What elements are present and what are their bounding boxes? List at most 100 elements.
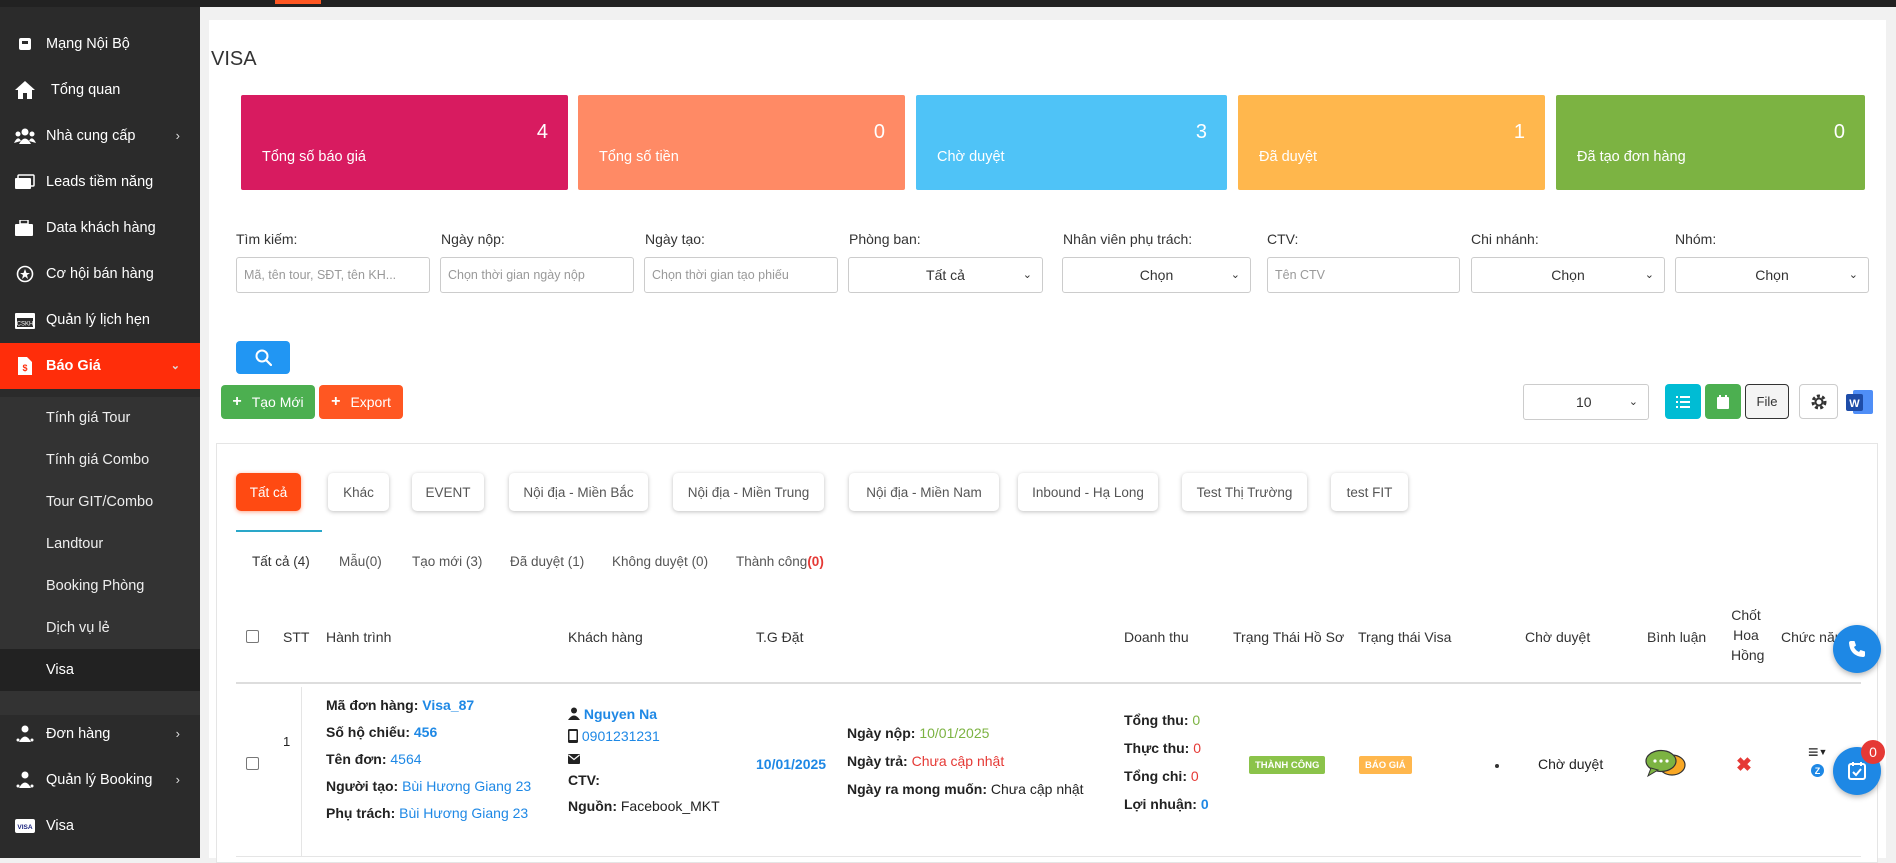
comment-button[interactable] bbox=[1645, 749, 1687, 784]
category-test-fit[interactable]: test FIT bbox=[1331, 473, 1408, 511]
search-button[interactable] bbox=[236, 341, 290, 374]
sidebar-sub-tour-git-combo[interactable]: Tour GIT/Combo bbox=[46, 494, 154, 510]
visa-status-badge: BÁO GIÁ bbox=[1359, 756, 1412, 774]
row-menu-button[interactable]: ≡▼ bbox=[1808, 742, 1827, 763]
profit-label: Lợi nhuận: bbox=[1124, 796, 1197, 812]
category-all[interactable]: Tất cả bbox=[236, 473, 301, 511]
tab-success[interactable]: Thành công(0) bbox=[736, 554, 824, 569]
calendar-icon bbox=[1717, 394, 1729, 409]
category-domestic-central[interactable]: Nội địa - Miền Trung bbox=[673, 473, 824, 511]
page-title: VISA bbox=[211, 48, 257, 70]
category-inbound-halong[interactable]: Inbound - Hạ Long bbox=[1018, 473, 1158, 511]
sidebar-sub-booking-room[interactable]: Booking Phòng bbox=[46, 578, 145, 594]
actual-income: Thực thu: 0 bbox=[1124, 740, 1201, 756]
branch-select[interactable]: Chọn ⌄ bbox=[1471, 257, 1665, 293]
file-button[interactable]: File bbox=[1745, 384, 1789, 419]
tab-rejected[interactable]: Không duyệt (0) bbox=[612, 554, 709, 569]
sidebar-sub-visa[interactable]: Visa bbox=[0, 649, 200, 691]
submit-date-input[interactable]: Chọn thời gian ngày nộp bbox=[440, 257, 634, 293]
sidebar-sub-tour-price[interactable]: Tính giá Tour bbox=[46, 410, 131, 426]
call-fab[interactable] bbox=[1833, 625, 1881, 673]
stat-card-approved[interactable]: 1 Đã duyệt bbox=[1238, 95, 1545, 190]
sidebar-item-booking[interactable]: Quản lý Booking › bbox=[0, 757, 200, 803]
category-domestic-south[interactable]: Nội địa - Miền Nam bbox=[849, 473, 999, 511]
stat-label: Đã duyệt bbox=[1259, 149, 1318, 165]
active-tab-indicator bbox=[236, 530, 322, 532]
menu-icon: ≡ bbox=[1808, 742, 1819, 762]
stat-card-total-quotes[interactable]: 4 Tổng số báo giá bbox=[241, 95, 568, 190]
calendar-view-button[interactable] bbox=[1705, 384, 1741, 419]
plus-icon: + bbox=[232, 393, 242, 410]
export-button[interactable]: + Export bbox=[319, 385, 403, 419]
settings-button[interactable] bbox=[1799, 384, 1838, 419]
sidebar-item-opportunity[interactable]: Cơ hội bán hàng bbox=[0, 251, 200, 297]
stat-card-total-amount[interactable]: 0 Tổng số tiền bbox=[578, 95, 905, 190]
order-code-value[interactable]: Visa_87 bbox=[422, 697, 475, 713]
chevron-right-icon: › bbox=[175, 128, 180, 143]
category-other[interactable]: Khác bbox=[328, 473, 389, 511]
sidebar-item-intranet[interactable]: Mạng Nội Bộ bbox=[0, 21, 200, 67]
creator-label: Người tạo: bbox=[326, 778, 399, 794]
tab-template[interactable]: Mẫu(0) bbox=[339, 554, 382, 569]
tab-success-label: Thành công bbox=[736, 554, 808, 569]
select-all-checkbox[interactable] bbox=[246, 630, 259, 643]
row-stt: 1 bbox=[283, 734, 291, 749]
expected-date-value: Chưa cập nhật bbox=[990, 781, 1084, 797]
create-button-label: Tạo Mới bbox=[251, 394, 304, 410]
list-view-button[interactable] bbox=[1665, 384, 1701, 419]
category-event[interactable]: EVENT bbox=[412, 473, 484, 511]
row-checkbox[interactable] bbox=[246, 757, 259, 770]
tab-all[interactable]: Tất cả (4) bbox=[252, 554, 310, 569]
sidebar-item-visa[interactable]: VISA Visa bbox=[0, 803, 200, 849]
tab-approved[interactable]: Đã duyệt (1) bbox=[510, 554, 585, 569]
sidebar-item-label: Tổng quan bbox=[51, 82, 121, 98]
group-select[interactable]: Chọn ⌄ bbox=[1675, 257, 1869, 293]
header-customer: Khách hàng bbox=[568, 629, 643, 645]
tasks-fab[interactable] bbox=[1833, 747, 1881, 795]
word-export-button[interactable]: W bbox=[1844, 384, 1876, 419]
sidebar-sub-landtour[interactable]: Landtour bbox=[46, 536, 104, 552]
sidebar-item-suppliers[interactable]: Nhà cung cấp › bbox=[0, 113, 200, 159]
page-size-select[interactable]: 10 ⌄ bbox=[1523, 384, 1649, 420]
sidebar-item-appointments[interactable]: CSKH Quản lý lịch hẹn bbox=[0, 297, 200, 343]
search-input[interactable]: Mã, tên tour, SĐT, tên KH... bbox=[236, 257, 430, 293]
word-icon: W bbox=[1846, 389, 1873, 414]
list-icon bbox=[1676, 395, 1690, 408]
stat-card-pending[interactable]: 3 Chờ duyệt bbox=[916, 95, 1227, 190]
ctv-input[interactable]: Tên CTV bbox=[1267, 257, 1460, 293]
top-bar bbox=[0, 0, 1896, 7]
plus-icon: + bbox=[331, 393, 341, 410]
header-comment: Bình luận bbox=[1647, 629, 1707, 645]
tab-new[interactable]: Tạo mới (3) bbox=[412, 554, 483, 569]
sidebar-item-overview[interactable]: Tổng quan bbox=[0, 67, 200, 113]
customer-name[interactable]: Nguyen Na bbox=[568, 706, 657, 722]
total-expense-value: 0 bbox=[1190, 768, 1199, 784]
sidebar-sub-single-services[interactable]: Dịch vụ lẻ bbox=[46, 620, 110, 636]
category-market-test[interactable]: Test Thị Trường bbox=[1182, 473, 1307, 511]
category-domestic-north[interactable]: Nội địa - Miền Bắc bbox=[509, 473, 648, 511]
stat-label: Chờ duyệt bbox=[937, 149, 1005, 165]
sidebar-sub-combo-price[interactable]: Tính giá Combo bbox=[46, 452, 150, 468]
sidebar-item-orders[interactable]: Đơn hàng › bbox=[0, 711, 200, 757]
staff-select[interactable]: Chọn ⌄ bbox=[1062, 257, 1251, 293]
sidebar-item-quote[interactable]: $ Báo Giá ⌄ bbox=[0, 343, 200, 389]
zalo-icon[interactable]: Z bbox=[1811, 764, 1824, 777]
svg-text:CSKH: CSKH bbox=[17, 322, 34, 328]
return-date-label: Ngày trả: bbox=[847, 753, 908, 769]
booking-icon bbox=[14, 770, 36, 790]
sidebar-item-leads[interactable]: Leads tiềm năng bbox=[0, 159, 200, 205]
return-date-value: Chưa cập nhật bbox=[911, 753, 1005, 769]
source-label: Nguồn: bbox=[568, 798, 617, 814]
create-button[interactable]: + Tạo Mới bbox=[221, 385, 315, 419]
customer-phone[interactable]: 0901231231 bbox=[568, 728, 660, 744]
header-commission-line: Hồng bbox=[1731, 647, 1765, 663]
created-date-input[interactable]: Chọn thời gian tạo phiếu bbox=[644, 257, 838, 293]
svg-text:$: $ bbox=[22, 363, 27, 373]
stat-card-orders-created[interactable]: 0 Đã tạo đơn hàng bbox=[1556, 95, 1865, 190]
sidebar-item-customer-data[interactable]: Data khách hàng bbox=[0, 205, 200, 251]
branch-select-value: Chọn bbox=[1551, 267, 1585, 283]
department-select-value: Tất cả bbox=[926, 267, 965, 283]
stat-label: Tổng số báo giá bbox=[262, 149, 366, 165]
tab-success-count: (0) bbox=[807, 554, 824, 569]
department-select[interactable]: Tất cả ⌄ bbox=[848, 257, 1043, 293]
